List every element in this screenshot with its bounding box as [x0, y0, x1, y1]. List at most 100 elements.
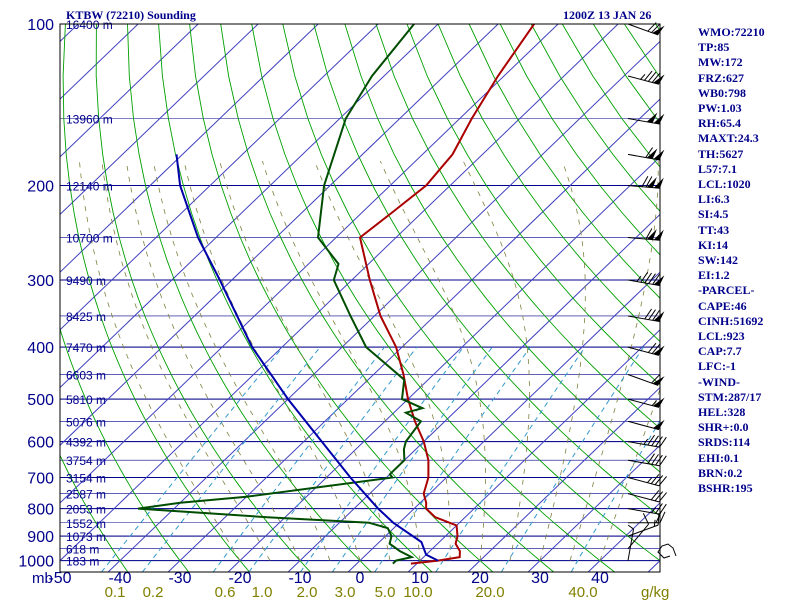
isotherm-line: [227, 156, 660, 572]
wind-barb: [627, 453, 667, 467]
index-row: SHR+:0.0: [698, 420, 749, 435]
mixing-ratio-line: [248, 346, 418, 572]
wind-barb-feather: [651, 72, 661, 83]
dry-adiabat: [375, 24, 660, 429]
isotherm-line: [107, 40, 660, 572]
station-title: KTBW (72210) Sounding: [66, 8, 196, 22]
height-label: 2053 m: [66, 503, 106, 517]
index-row: LCL:1020: [698, 177, 751, 191]
height-label: 10700 m: [66, 232, 113, 246]
wind-barb-feather: [645, 176, 653, 188]
parcel-profile: [175, 154, 439, 562]
wind-barb-half-feather: [651, 507, 657, 514]
wind-barb-half-feather: [651, 400, 657, 406]
wind-barb-staff: [627, 523, 649, 550]
isotherm-line: [467, 386, 660, 572]
wind-barb-pennant: [653, 113, 665, 125]
wind-barb-staff: [627, 524, 659, 537]
wind-barb: [627, 70, 665, 85]
wind-barb: [627, 434, 667, 448]
pressure-tick-label: 900: [27, 529, 54, 546]
hodograph: [657, 543, 677, 559]
dry-adiabat: [62, 24, 250, 572]
ylabel: mb: [32, 570, 53, 587]
isotherm-line: [60, 24, 499, 446]
wind-barb-feather: [651, 23, 661, 33]
index-row: -PARCEL-: [698, 283, 755, 298]
wind-barb-feather: [652, 310, 660, 321]
wind-barb: [627, 419, 665, 431]
wind-barb-staff: [627, 477, 660, 487]
height-label: 3154 m: [66, 472, 106, 486]
sounding-time: 1200Z 13 JAN 26: [563, 8, 652, 22]
wind-barb-feather: [654, 491, 664, 502]
pressure-tick-label: 100: [27, 17, 54, 34]
height-label: 13960 m: [66, 113, 113, 127]
wind-barb-staff: [627, 508, 660, 515]
dry-adiabat: [468, 24, 660, 299]
moist-adiabat: [462, 160, 530, 561]
wind-barb-pennant: [653, 229, 664, 241]
index-row: KI:14: [698, 237, 728, 252]
wind-barb-staff: [627, 75, 660, 85]
index-row: WB0:798: [698, 85, 746, 100]
temperature-tick-label: -40: [108, 570, 131, 587]
height-label: 8425 m: [66, 310, 106, 324]
wind-barb: [627, 272, 665, 287]
wind-barb-feather: [648, 273, 656, 284]
pressure-tick-label: 1000: [18, 554, 54, 571]
wind-barb-feather: [659, 455, 667, 467]
wind-barb-staff: [627, 459, 660, 467]
pressure-tick-label: 700: [27, 471, 54, 488]
wind-barb-feather: [650, 490, 660, 501]
mixing-ratio-line: [142, 346, 321, 572]
wind-barb-feather: [640, 272, 649, 283]
index-row: FRZ:627: [698, 70, 744, 85]
wind-barb-feather: [655, 436, 663, 447]
mixing-ratio-label: 5.0: [375, 584, 396, 600]
pressure-tick-label: 300: [27, 273, 54, 290]
dry-adiabat: [406, 24, 660, 386]
height-label: 7470 m: [66, 341, 106, 355]
height-label: 12140 m: [66, 180, 113, 194]
wind-barb-staff: [627, 185, 660, 189]
mixing-ratio-line: [435, 346, 586, 572]
index-row: LFC:-1: [698, 359, 736, 374]
wind-barb-feather: [655, 503, 663, 514]
isotherm-line: [347, 271, 660, 572]
isotherm-line: [60, 24, 559, 504]
wind-barb: [627, 397, 665, 408]
index-row: EI:1.2: [698, 268, 730, 283]
mixing-ratio-label: 0.6: [215, 584, 236, 600]
isotherm-line: [60, 24, 439, 389]
height-label: 5076 m: [66, 415, 106, 429]
wind-barb-feather: [654, 475, 664, 486]
temperature-tick-label: -20: [228, 570, 251, 587]
wind-barb: [627, 228, 664, 241]
height-label: 1552 m: [66, 517, 106, 531]
dry-adiabat: [313, 24, 660, 517]
wind-barb-feather: [651, 454, 659, 465]
isotherm-line: [60, 24, 379, 331]
isotherm-line: [60, 24, 259, 216]
wind-barb-feather: [644, 308, 652, 320]
temperature-tick-label: 10: [411, 570, 429, 587]
wind-barb: [627, 342, 665, 356]
wind-barb-feather: [659, 511, 666, 524]
mixing-ratio-unit: g/kg: [641, 584, 669, 600]
wind-barb-staff: [627, 420, 660, 431]
wind-barb-pennant: [653, 397, 665, 408]
wind-barb: [627, 374, 665, 386]
wind-barb-feather: [647, 434, 655, 446]
index-row: PW:1.03: [698, 101, 742, 115]
isotherm-line: [60, 24, 319, 273]
height-label: 2587 m: [66, 488, 106, 502]
dry-adiabat: [282, 24, 660, 562]
index-row: CAPE:46: [698, 298, 747, 313]
wind-barb: [627, 490, 667, 503]
mixing-ratio-line: [101, 346, 284, 572]
index-row: HEL:328: [698, 405, 746, 419]
wind-barb-feather: [651, 435, 659, 447]
wind-barb-feather: [647, 453, 655, 464]
